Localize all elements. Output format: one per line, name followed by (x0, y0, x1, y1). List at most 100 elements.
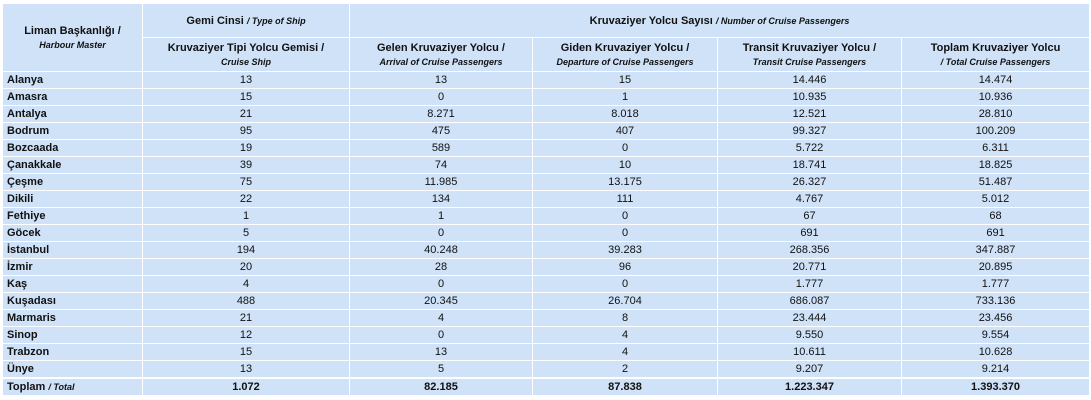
harbour-name: Fethiye (2, 207, 143, 225)
cell: 733.136 (900, 292, 1091, 310)
header-main: Liman Başkanlığı / (24, 24, 121, 37)
header-sub: Departure of Cruise Passengers (556, 56, 694, 67)
passengers-header: Kruvaziyer Yolcu Sayısı / Number of Crui… (348, 3, 1091, 38)
harbour-name: Bodrum (2, 122, 143, 140)
header-sub: / Number of Cruise Passengers (715, 15, 850, 26)
cell: 21 (142, 309, 350, 327)
cell: 14.446 (717, 71, 902, 89)
cell: 475 (349, 122, 533, 140)
cell: 26.704 (532, 292, 718, 310)
cell: 8 (532, 309, 718, 327)
data-row: Ünye 13 5 2 9.207 9.214 (2, 360, 1091, 379)
total-main: Toplam (7, 381, 46, 393)
cell: 40.248 (349, 241, 533, 259)
cell: 1.777 (900, 275, 1091, 293)
column-header: Transit Kruvaziyer Yolcu / Transit Cruise… (717, 37, 902, 72)
cell: 20 (142, 258, 350, 276)
cell: 10.611 (717, 343, 902, 361)
header-main: Kruvaziyer Tipi Yolcu Gemisi / (167, 41, 325, 54)
cell: 5.722 (717, 139, 902, 157)
harbour-name: İzmir (2, 258, 143, 276)
cell: 23.456 (900, 309, 1091, 327)
cell: 5.012 (900, 190, 1091, 208)
data-row: Amasra 15 0 1 10.935 10.936 (2, 88, 1091, 106)
data-row: Sinop 12 0 4 9.550 9.554 (2, 326, 1091, 344)
cell: 4 (532, 343, 718, 361)
cell: 19 (142, 139, 350, 157)
cell: 691 (900, 224, 1091, 242)
cell: 74 (349, 156, 533, 174)
total-cell: 87.838 (532, 377, 718, 396)
cell: 5 (142, 224, 350, 242)
header-main: Gelen Kruvaziyer Yolcu / (377, 41, 505, 54)
harbour-name: Kuşadası (2, 292, 143, 310)
cell: 96 (532, 258, 718, 276)
header-sub: / Type of Ship (246, 15, 306, 26)
cell: 488 (142, 292, 350, 310)
column-header: Gelen Kruvaziyer Yolcu / Arrival of Cruis… (349, 37, 533, 72)
cruise-table: Liman Başkanlığı / Harbour Master Gemi Ci… (2, 3, 1091, 396)
data-row: Bozcaada 19 589 0 5.722 6.311 (2, 139, 1091, 157)
harbour-name: Dikili (2, 190, 143, 208)
total-cell: 1.393.370 (900, 377, 1091, 396)
cell: 100.209 (900, 122, 1091, 140)
data-row: Göcek 5 0 0 691 691 (2, 224, 1091, 242)
harbour-name: Çanakkale (2, 156, 143, 174)
cell: 13 (142, 360, 350, 379)
header-main: Kruvaziyer Yolcu Sayısı (589, 14, 713, 27)
header-sub: Transit Cruise Passengers (752, 56, 867, 67)
cell: 28 (349, 258, 533, 276)
header-sub: Arrival of Cruise Passengers (379, 56, 503, 67)
total-row: Toplam / Total 1.072 82.185 87.838 1.223.347… (2, 377, 1091, 396)
cell: 134 (349, 190, 533, 208)
harbour-name: Antalya (2, 105, 143, 123)
cell: 75 (142, 173, 350, 191)
column-header: Toplam Kruvaziyer Yolcu / Total Cruise Pa… (900, 37, 1091, 72)
harbour-name: Kaş (2, 275, 143, 293)
cell: 10 (532, 156, 718, 174)
cell: 13 (349, 71, 533, 89)
cell: 691 (717, 224, 902, 242)
harbour-name: Marmaris (2, 309, 143, 327)
cell: 39.283 (532, 241, 718, 259)
cell: 268.356 (717, 241, 902, 259)
harbour-name: Bozcaada (2, 139, 143, 157)
cell: 8.271 (349, 105, 533, 123)
cell: 9.214 (900, 360, 1091, 379)
ship-type-header: Gemi Cinsi / Type of Ship (142, 3, 350, 38)
header-row: Liman Başkanlığı / Harbour Master Gemi Ci… (2, 3, 1091, 72)
cell: 67 (717, 207, 902, 225)
cell: 20.345 (349, 292, 533, 310)
cell: 1 (142, 207, 350, 225)
data-row: Çanakkale 39 74 10 18.741 18.825 (2, 156, 1091, 174)
header-main: Toplam Kruvaziyer Yolcu (930, 41, 1061, 54)
cell: 0 (349, 88, 533, 106)
harbour-header: Liman Başkanlığı / Harbour Master (2, 3, 143, 72)
cell: 11.985 (349, 173, 533, 191)
cell: 13 (349, 343, 533, 361)
cell: 4.767 (717, 190, 902, 208)
harbour-name: Çeşme (2, 173, 143, 191)
cell: 0 (532, 207, 718, 225)
cell: 9.550 (717, 326, 902, 344)
cell: 99.327 (717, 122, 902, 140)
cell: 18.825 (900, 156, 1091, 174)
cell: 4 (532, 326, 718, 344)
cell: 0 (349, 275, 533, 293)
cell: 6.311 (900, 139, 1091, 157)
cell: 589 (349, 139, 533, 157)
subheader-row: Kruvaziyer Tipi Yolcu Gemisi / Cruise Shi… (3, 37, 1091, 72)
header-main: Transit Kruvaziyer Yolcu / (742, 41, 877, 54)
cell: 15 (142, 343, 350, 361)
cell: 1 (532, 88, 718, 106)
header-sub: Cruise Ship (220, 56, 271, 67)
column-header: Giden Kruvaziyer Yolcu / Departure of Cru… (532, 37, 718, 72)
harbour-name: Sinop (2, 326, 143, 344)
cell: 9.207 (717, 360, 902, 379)
cell: 2 (532, 360, 718, 379)
column-header: Kruvaziyer Tipi Yolcu Gemisi / Cruise Shi… (142, 37, 350, 72)
data-row: Kuşadası 488 20.345 26.704 686.087 733.136 (2, 292, 1091, 310)
harbour-name: İstanbul (2, 241, 143, 259)
header-sub: / Total Cruise Passengers (940, 56, 1051, 67)
